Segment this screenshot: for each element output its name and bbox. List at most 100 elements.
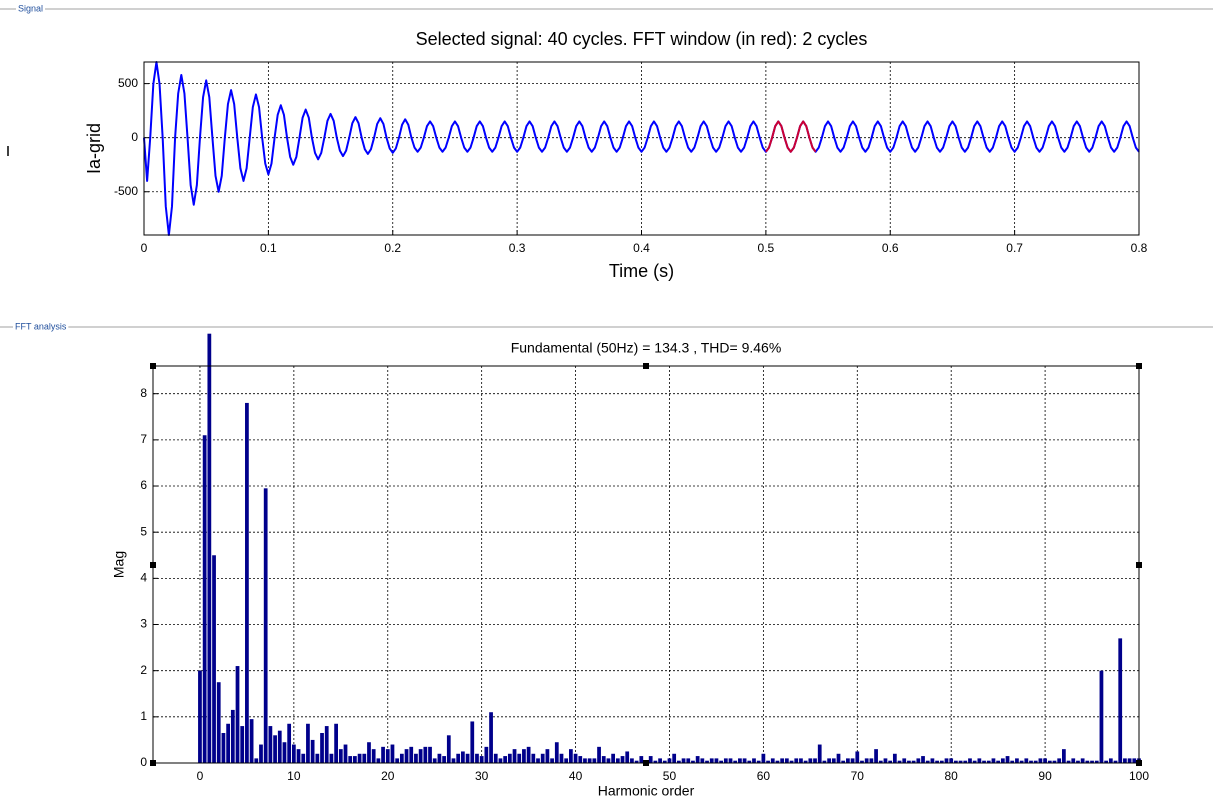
bar <box>254 758 259 763</box>
bar <box>545 749 550 763</box>
bar <box>991 758 996 763</box>
bar <box>874 749 878 763</box>
y-tick-label: 4 <box>140 571 147 585</box>
bar <box>719 760 724 763</box>
bar <box>461 751 465 763</box>
handle[interactable] <box>150 562 156 568</box>
bar <box>1099 670 1104 763</box>
bar <box>277 730 282 763</box>
bar <box>869 758 874 763</box>
bar <box>803 760 808 763</box>
bar <box>324 726 329 763</box>
bar <box>653 760 658 763</box>
bar <box>897 760 902 763</box>
bar <box>385 749 390 763</box>
bar <box>268 726 273 763</box>
x-tick-label: 0.7 <box>1006 241 1023 255</box>
bar <box>1057 758 1062 763</box>
bar <box>1127 758 1132 763</box>
bar <box>1005 756 1010 763</box>
bar <box>503 756 508 763</box>
bar <box>310 739 315 763</box>
bar <box>615 758 620 763</box>
handle[interactable] <box>1136 760 1142 766</box>
bar <box>733 760 738 763</box>
bar <box>766 760 770 763</box>
x-tick-label: 0.5 <box>758 241 775 255</box>
bar <box>583 758 587 763</box>
bar <box>348 756 353 763</box>
bar <box>395 758 400 763</box>
bar <box>1085 760 1090 763</box>
bar <box>240 726 245 763</box>
bar <box>498 758 503 763</box>
bar <box>939 760 944 763</box>
bar <box>770 758 775 763</box>
x-tick-label: 60 <box>757 769 771 783</box>
bar <box>287 723 292 763</box>
bar <box>667 758 672 763</box>
bar <box>935 760 939 763</box>
bar <box>526 746 531 763</box>
bar <box>479 756 484 763</box>
bar <box>634 760 639 763</box>
bar <box>587 758 592 763</box>
bar <box>484 746 489 763</box>
bar <box>259 744 263 763</box>
bar <box>784 758 789 763</box>
handle[interactable] <box>643 760 649 766</box>
bar <box>944 758 949 763</box>
bar <box>249 719 254 763</box>
x-tick-label: 100 <box>1129 769 1149 783</box>
bar <box>799 758 803 763</box>
x-tick-label: 50 <box>663 769 677 783</box>
bar <box>198 670 202 763</box>
bar <box>963 760 968 763</box>
bar <box>296 749 301 763</box>
bar <box>860 760 864 763</box>
x-tick-label: 0.2 <box>384 241 401 255</box>
panel-label: FFT analysis <box>15 321 67 331</box>
bar <box>428 746 432 763</box>
bar <box>418 749 423 763</box>
x-tick-label: 40 <box>569 769 583 783</box>
bar <box>658 758 662 763</box>
bar <box>357 753 362 763</box>
bar <box>1094 760 1099 763</box>
bar <box>597 746 601 763</box>
bar <box>432 758 437 763</box>
bar <box>235 666 240 763</box>
bar <box>1076 760 1080 763</box>
bar <box>568 749 573 763</box>
bar <box>841 760 846 763</box>
bar <box>982 760 986 763</box>
handle[interactable] <box>643 363 649 369</box>
bar <box>554 742 559 763</box>
bar <box>846 758 850 763</box>
bar <box>836 753 841 763</box>
bar <box>681 758 686 763</box>
bar <box>489 712 493 763</box>
bar <box>475 753 479 763</box>
bar <box>855 751 860 763</box>
bar <box>1033 760 1038 763</box>
bar <box>230 709 235 763</box>
bar <box>338 749 343 763</box>
bar <box>573 753 578 763</box>
bar <box>902 758 907 763</box>
bar <box>601 756 606 763</box>
bar <box>1118 638 1123 763</box>
bar <box>977 758 982 763</box>
bar <box>1047 760 1052 763</box>
handle[interactable] <box>150 363 156 369</box>
bar <box>399 753 404 763</box>
x-tick-label: 0.3 <box>509 241 526 255</box>
handle[interactable] <box>150 760 156 766</box>
bar <box>888 760 893 763</box>
handle[interactable] <box>1136 363 1142 369</box>
bar <box>1104 760 1109 763</box>
y-axis-label: Mag <box>111 551 127 578</box>
handle[interactable] <box>1136 562 1142 568</box>
bar <box>381 746 385 763</box>
